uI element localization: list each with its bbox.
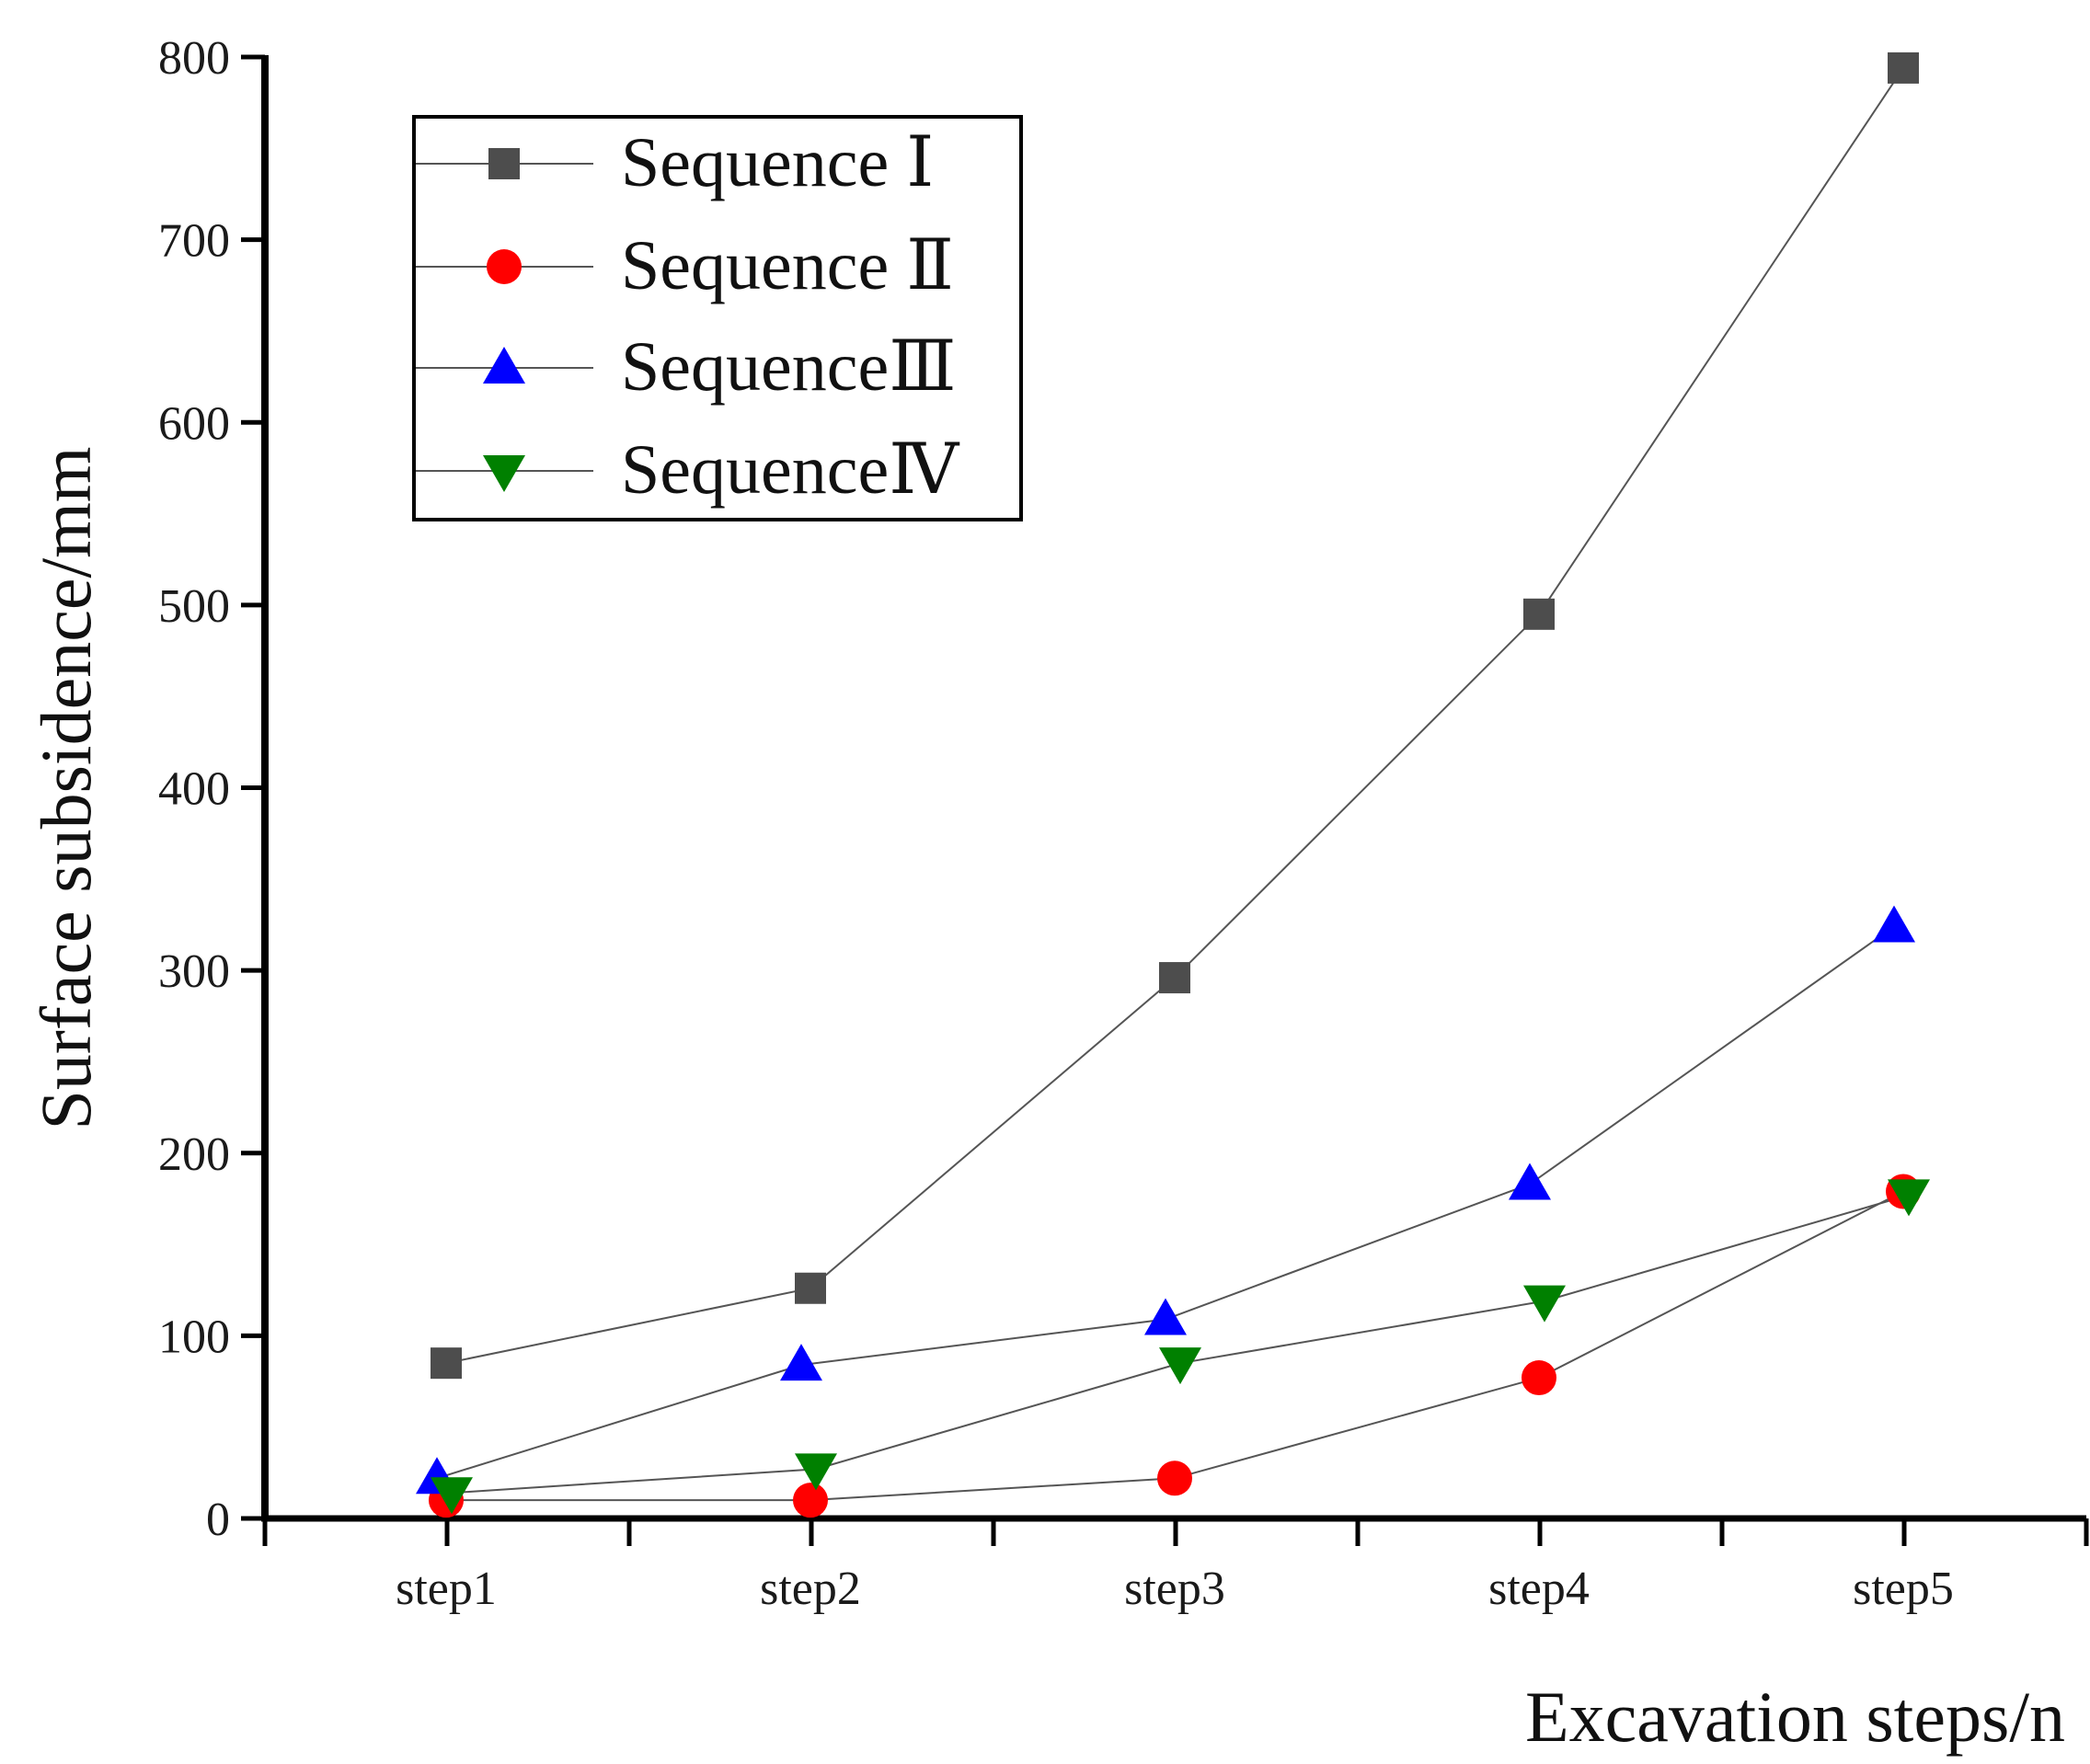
y-tick-label: 200 [158, 1128, 230, 1181]
y-axis-title: Surface subsidence/mm [26, 447, 106, 1130]
data-point-series-1 [1159, 962, 1190, 994]
data-point-series-2 [1522, 1360, 1556, 1396]
y-tick-label: 400 [158, 763, 230, 816]
legend-label: Sequence Ⅱ [621, 227, 954, 304]
legend-marker [483, 455, 525, 492]
legend-label: SequenceⅣ [621, 431, 960, 509]
data-point-series-3 [1873, 905, 1915, 943]
series-line-3 [436, 925, 1895, 1480]
data-point-series-1 [1523, 598, 1555, 630]
series-line-2 [446, 1190, 1904, 1502]
legend-marker [487, 249, 522, 284]
data-point-series-4 [1523, 1285, 1566, 1323]
legend-marker [488, 148, 520, 179]
y-tick-label: 100 [158, 1311, 230, 1363]
y-tick-label: 600 [158, 397, 230, 450]
data-point-series-1 [1888, 52, 1919, 84]
legend-box [412, 115, 1023, 521]
data-point-series-1 [795, 1272, 826, 1304]
x-tick-label: step3 [1124, 1563, 1225, 1615]
data-point-series-4 [431, 1477, 473, 1515]
data-point-series-3 [1144, 1298, 1187, 1335]
data-point-series-4 [1159, 1347, 1201, 1385]
data-point-series-3 [1509, 1163, 1551, 1200]
y-tick-label: 800 [158, 32, 230, 85]
axes: 0 100 200 300 400 500 600 700 800 step1 step2 step3… [158, 32, 2089, 1615]
y-tick-label: 0 [206, 1494, 230, 1546]
y-tick-label: 300 [158, 945, 230, 998]
x-axis-title: Excavation steps/n [1525, 1677, 2065, 1757]
data-point-series-4 [1888, 1179, 1930, 1217]
x-tick-label: step2 [760, 1563, 861, 1615]
data-point-series-2 [793, 1483, 828, 1518]
series-line-4 [451, 1194, 1910, 1495]
series-markers [416, 52, 1930, 1518]
x-tick-label: step4 [1488, 1563, 1590, 1615]
legend-label: Sequence Ⅰ [621, 124, 934, 201]
legend-label: SequenceⅢ [621, 328, 957, 406]
legend-marker [483, 347, 525, 384]
data-point-series-4 [795, 1453, 837, 1491]
data-point-series-1 [431, 1347, 462, 1380]
data-point-series-3 [780, 1344, 822, 1381]
y-tick-label: 700 [158, 215, 230, 268]
legend: Sequence Ⅰ Sequence Ⅱ SequenceⅢ SequenceⅣ [412, 115, 1023, 521]
data-point-series-2 [1157, 1460, 1192, 1496]
y-tick-label: 500 [158, 580, 230, 633]
x-tick-label: step5 [1853, 1563, 1954, 1615]
x-tick-label: step1 [396, 1563, 497, 1615]
